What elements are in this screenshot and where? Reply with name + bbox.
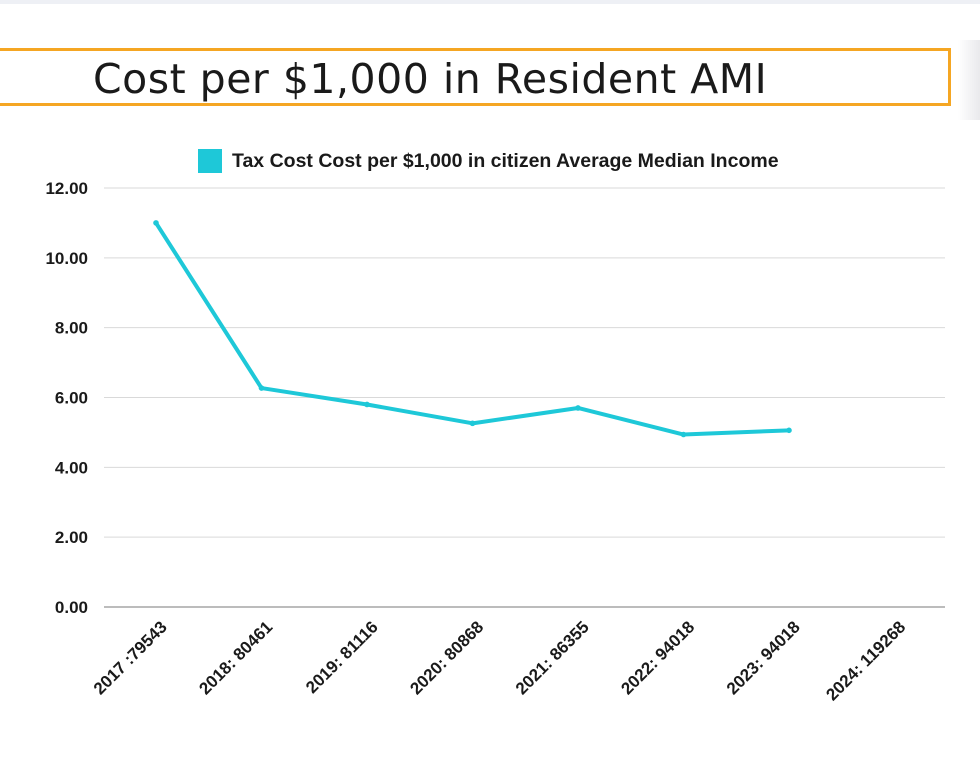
title-box [0,48,951,106]
x-tick-label: 2024: 119268 [822,617,909,704]
x-tick-label: 2020: 80868 [406,617,487,698]
data-point [575,405,581,411]
x-tick-label: 2023: 94018 [723,617,804,698]
data-point [258,385,265,391]
series-layer [153,220,792,438]
y-tick-label: 0.00 [55,598,88,617]
x-tick-labels: 2017 :79543 2018: 80461 2019: 81116 2020: 8… [90,617,909,704]
data-point [680,431,687,438]
x-tick-label: 2018: 80461 [195,617,276,698]
y-tick-label: 10.00 [45,249,88,268]
y-tick-label: 8.00 [55,319,88,338]
chart-title: Cost per $1,000 in Resident AMI [93,55,768,103]
data-point [469,420,476,427]
data-point [786,427,792,434]
x-tick-label: 2022: 94018 [617,617,698,698]
data-point [364,401,370,408]
legend-swatch [198,149,222,173]
x-tick-label: 2017 :79543 [90,617,171,698]
series-line [154,220,791,437]
y-tick-labels: 0.00 2.00 4.00 6.00 8.00 10.00 12.00 [45,179,88,617]
gridlines [104,187,945,538]
x-tick-label: 2019: 81116 [302,617,382,697]
y-tick-label: 4.00 [55,458,88,477]
x-tick-label: 2021: 86355 [512,617,593,698]
top-strip [0,0,980,4]
y-tick-label: 12.00 [45,179,88,198]
y-tick-label: 2.00 [55,528,88,547]
data-point [153,220,159,226]
legend-label: Tax Cost Cost per $1,000 in citizen Aver… [232,149,779,172]
y-tick-label: 6.00 [55,389,88,408]
page-edge-shadow [958,40,980,120]
legend: Tax Cost Cost per $1,000 in citizen Aver… [198,149,779,173]
